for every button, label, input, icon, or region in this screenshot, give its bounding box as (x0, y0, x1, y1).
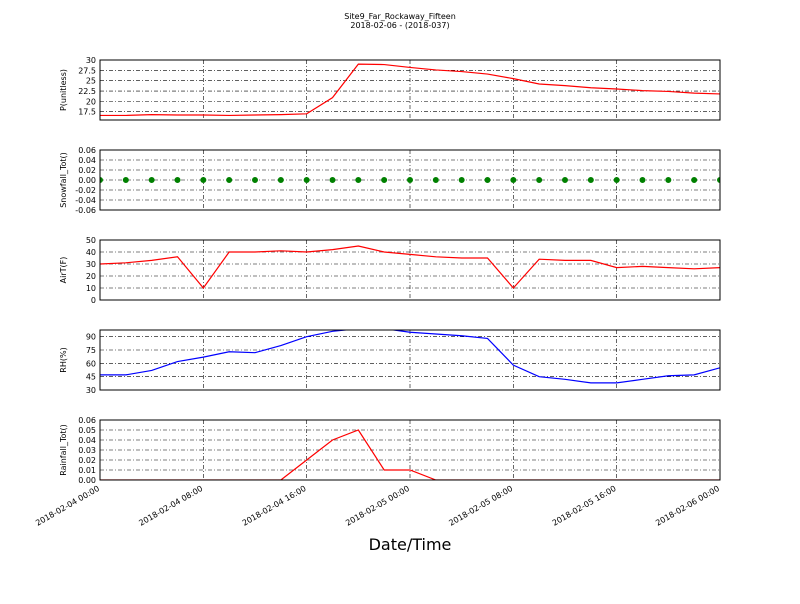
chart-title: Site9_Far_Rockaway_Fifteen (344, 12, 456, 21)
y-tick-label: 45 (86, 373, 96, 382)
data-point (639, 177, 646, 183)
chart-subtitle: 2018-02-06 - (2018-037) (350, 21, 449, 30)
y-tick-label: 27.5 (78, 66, 96, 75)
plot-area (100, 429, 720, 480)
y-tick-label: -0.06 (75, 206, 96, 215)
y-tick-label: 0.06 (78, 146, 96, 155)
plot-frame (99, 239, 721, 301)
y-axis-label: Snowfall_Tot() (59, 152, 68, 208)
y-tick-label: 50 (86, 236, 96, 245)
y-tick-label: 0 (91, 296, 96, 305)
y-tick-label: 0.02 (78, 456, 96, 465)
data-point (536, 177, 543, 183)
y-tick-label: 0.00 (78, 176, 96, 185)
y-tick-label: 20 (86, 272, 96, 281)
data-point (717, 177, 720, 183)
data-point (432, 177, 439, 183)
y-tick-label: 0.01 (78, 466, 96, 475)
y-tick-label: 90 (86, 333, 96, 342)
y-tick-label: 0.05 (78, 426, 96, 435)
y-tick-label: 0.04 (78, 156, 96, 165)
y-tick-label: 0.04 (78, 436, 96, 445)
y-axis-label: RH(%) (59, 347, 68, 372)
data-point (407, 177, 413, 183)
y-axis-label: P(unitless) (59, 69, 68, 111)
data-point (200, 177, 207, 183)
data-point (226, 177, 233, 183)
data-point (458, 177, 465, 183)
plot-area (100, 63, 720, 117)
data-line (100, 429, 720, 480)
data-point (277, 177, 284, 183)
data-point (484, 177, 491, 183)
y-tick-label: 0.03 (78, 446, 96, 455)
data-point (587, 177, 594, 183)
data-line (100, 63, 720, 117)
y-tick-label: 25 (86, 77, 96, 86)
data-line (100, 245, 720, 289)
data-point (562, 177, 568, 183)
y-tick-label: -0.04 (75, 196, 96, 205)
y-tick-label: 22.5 (78, 87, 96, 96)
data-point (174, 177, 181, 183)
y-tick-label: 30 (86, 260, 96, 269)
data-point (100, 177, 103, 183)
y-tick-label: 0.02 (78, 166, 96, 175)
y-tick-label: 30 (86, 386, 96, 395)
data-line (100, 330, 720, 384)
y-tick-label: 20 (86, 97, 96, 106)
y-tick-label: 0.00 (78, 476, 96, 485)
y-tick-label: -0.02 (75, 186, 96, 195)
y-tick-label: 17.5 (78, 108, 96, 117)
plot-frame (99, 419, 721, 481)
y-tick-label: 0.06 (78, 416, 96, 425)
data-point (252, 177, 258, 183)
data-point (613, 177, 620, 183)
y-axis-label: Rainfall_Tot() (59, 424, 68, 476)
data-point (665, 177, 672, 183)
data-point (691, 177, 698, 183)
y-tick-label: 75 (86, 346, 96, 355)
data-point (510, 177, 517, 183)
data-point (303, 177, 310, 183)
y-tick-label: 30 (86, 56, 96, 65)
data-point (148, 177, 155, 183)
plot-frame (99, 59, 721, 121)
y-tick-label: 10 (86, 284, 96, 293)
y-tick-label: 40 (86, 248, 96, 257)
plot-area (100, 245, 720, 289)
y-axis-label: AirT(F) (59, 257, 68, 284)
plot-frame (99, 329, 721, 391)
x-axis-label: Date/Time (369, 535, 452, 554)
data-point (381, 177, 388, 183)
plot-area (100, 330, 720, 384)
data-point (355, 177, 362, 183)
data-point (122, 177, 129, 183)
plot-frame (99, 149, 721, 211)
data-point (329, 177, 336, 183)
plot-area (100, 177, 720, 183)
y-tick-label: 60 (86, 359, 96, 368)
